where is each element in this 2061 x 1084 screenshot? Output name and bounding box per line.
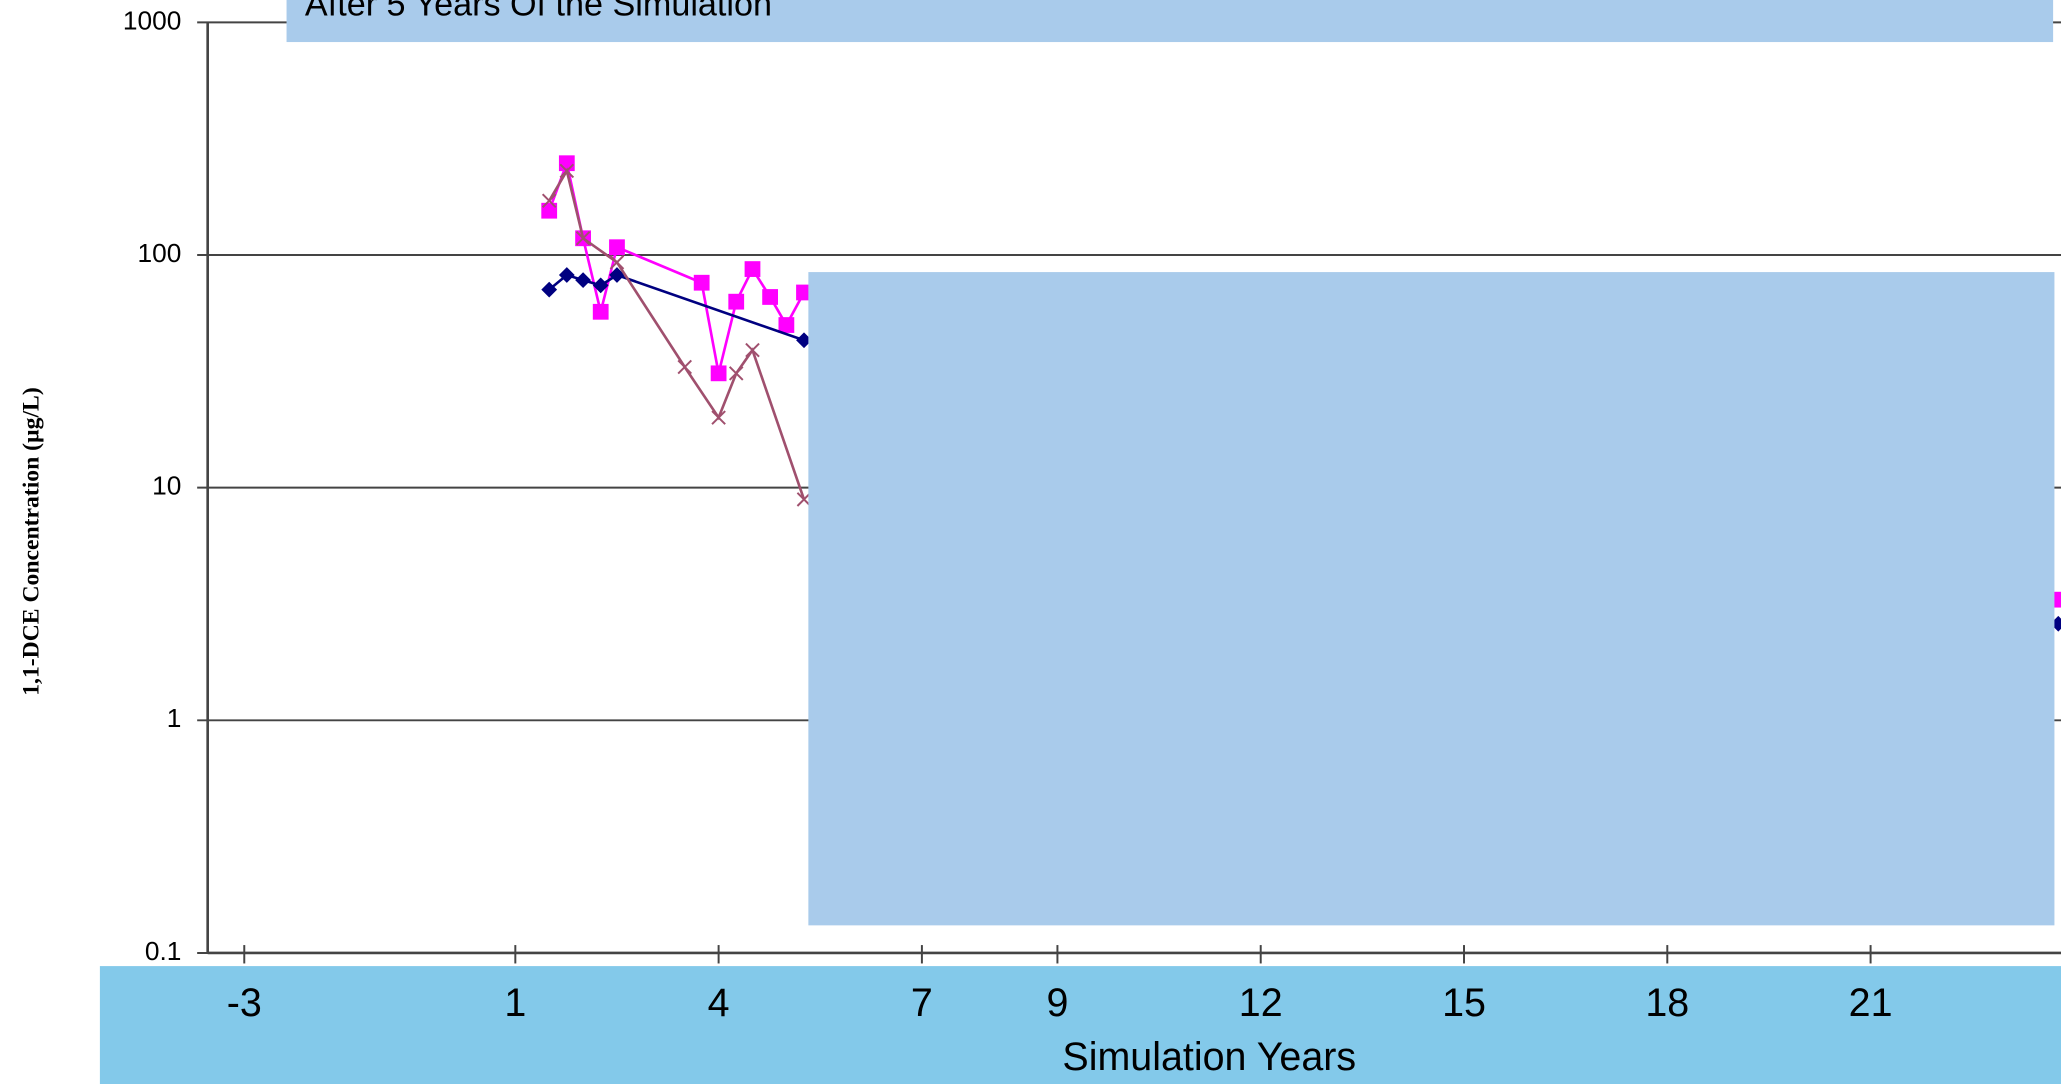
y-tick-label: 10 [152, 471, 181, 501]
x-tick-label: 4 [708, 981, 730, 1025]
marker [710, 365, 727, 382]
marker [728, 293, 745, 310]
marker [541, 281, 558, 298]
series-line [548, 167, 806, 500]
marker [559, 163, 575, 179]
marker [711, 410, 726, 425]
x-tick-label: -3 [227, 981, 262, 1025]
marker [762, 289, 778, 305]
y-tick-label: 1 [167, 703, 182, 733]
marker [609, 255, 625, 270]
x-tick-label: 1 [504, 981, 526, 1025]
x-tick-label: 21 [1849, 981, 1893, 1025]
marker [796, 284, 812, 301]
y-tick-label: 100 [138, 238, 182, 268]
x-tick-label: 9 [1046, 981, 1068, 1025]
marker [541, 202, 558, 219]
marker [609, 239, 625, 256]
x-axis-band [99, 966, 2061, 1084]
title-overlay [286, 0, 2054, 43]
marker [745, 342, 760, 358]
marker [541, 193, 557, 209]
marker [2050, 591, 2061, 608]
cover-overlay [808, 272, 2055, 926]
x-tick-label: 7 [911, 981, 933, 1025]
x-tick-label: 15 [1442, 981, 1486, 1025]
marker [778, 317, 795, 333]
x-tick-label: 12 [1239, 981, 1283, 1025]
marker [744, 261, 761, 277]
marker [693, 274, 710, 291]
y-tick-label: 0.1 [145, 936, 182, 966]
x-axis-label: Simulation Years [1062, 1035, 1356, 1079]
chart-title: After 5 Years Of the Simulation [305, 0, 772, 24]
marker [575, 272, 591, 288]
marker [728, 366, 744, 381]
marker [677, 359, 692, 375]
y-axis-label: 1,1-DCE Concentration (µg/L) [18, 387, 44, 695]
y-tick-label: 1000 [123, 5, 181, 35]
x-tick-labels: -3 1 4 7 9 12 15 18 21 [227, 981, 1893, 1025]
marker [609, 267, 625, 283]
x-tick-label: 18 [1645, 981, 1689, 1025]
marker [592, 303, 609, 320]
marker [2050, 615, 2061, 632]
marker [796, 332, 812, 349]
marker [575, 231, 591, 246]
